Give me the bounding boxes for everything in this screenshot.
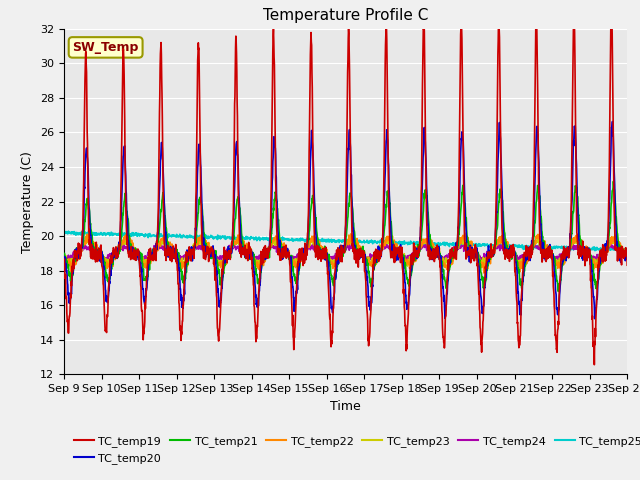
Y-axis label: Temperature (C): Temperature (C) (22, 151, 35, 252)
TC_temp25 (623, 246, 631, 252)
TC_temp21 (290, 273, 298, 278)
TC_temp19 (445, 267, 452, 273)
TC_temp23 (180, 260, 188, 265)
TC_temp24 (290, 254, 298, 260)
TC_temp19 (180, 279, 188, 285)
TC_temp20 (623, 256, 631, 262)
TC_temp23 (177, 264, 185, 270)
TC_temp21 (92, 250, 100, 256)
TC_temp19 (623, 263, 631, 268)
Line: TC_temp25: TC_temp25 (64, 231, 627, 252)
TC_temp24 (292, 256, 300, 262)
TC_temp23 (291, 258, 298, 264)
TC_temp20 (92, 246, 100, 252)
TC_temp22 (445, 261, 452, 267)
TC_temp25 (180, 233, 188, 239)
TC_temp23 (445, 258, 452, 264)
TC_temp22 (480, 270, 488, 276)
TC_temp22 (60, 258, 68, 264)
TC_temp20 (609, 119, 616, 124)
TC_temp24 (445, 251, 452, 257)
TC_temp23 (92, 246, 100, 252)
TC_temp20 (60, 254, 68, 260)
Line: TC_temp22: TC_temp22 (64, 233, 627, 273)
TC_temp24 (271, 245, 278, 251)
Line: TC_temp21: TC_temp21 (64, 181, 627, 291)
TC_temp20 (292, 290, 300, 296)
TC_temp21 (609, 179, 617, 184)
Line: TC_temp23: TC_temp23 (64, 237, 627, 267)
TC_temp20 (271, 142, 278, 148)
TC_temp23 (293, 257, 301, 263)
Line: TC_temp19: TC_temp19 (64, 7, 627, 365)
TC_temp20 (445, 268, 452, 274)
TC_temp25 (93, 230, 100, 236)
TC_temp22 (623, 256, 631, 262)
TC_temp22 (290, 262, 298, 267)
TC_temp24 (623, 255, 631, 261)
TC_temp25 (445, 241, 452, 247)
TC_temp21 (623, 256, 631, 262)
TC_temp23 (60, 257, 68, 263)
TC_temp25 (291, 237, 298, 243)
TC_temp24 (591, 259, 598, 265)
TC_temp22 (180, 263, 188, 268)
TC_temp22 (271, 236, 278, 241)
TC_temp25 (60, 230, 68, 236)
TC_temp24 (180, 255, 188, 261)
X-axis label: Time: Time (330, 400, 361, 413)
TC_temp19 (290, 347, 298, 352)
Line: TC_temp20: TC_temp20 (64, 121, 627, 319)
TC_temp23 (271, 242, 279, 248)
TC_temp25 (293, 237, 301, 242)
Title: Temperature Profile C: Temperature Profile C (263, 9, 428, 24)
TC_temp19 (271, 93, 278, 98)
TC_temp20 (180, 287, 188, 292)
TC_temp19 (608, 4, 616, 10)
TC_temp24 (311, 241, 319, 247)
TC_temp23 (623, 256, 631, 262)
TC_temp21 (180, 278, 188, 284)
TC_temp23 (610, 234, 618, 240)
TC_temp19 (92, 240, 100, 245)
TC_temp25 (619, 249, 627, 255)
TC_temp21 (292, 277, 300, 283)
TC_temp25 (65, 228, 72, 234)
TC_temp20 (290, 295, 298, 300)
TC_temp22 (461, 230, 469, 236)
TC_temp19 (60, 263, 68, 268)
TC_temp19 (292, 285, 300, 291)
TC_temp24 (60, 253, 68, 259)
TC_temp22 (92, 245, 100, 251)
Line: TC_temp24: TC_temp24 (64, 244, 627, 262)
TC_temp21 (60, 252, 68, 258)
TC_temp21 (445, 270, 452, 276)
TC_temp22 (292, 263, 300, 268)
TC_temp21 (554, 288, 562, 294)
TC_temp24 (92, 251, 100, 257)
TC_temp20 (591, 316, 598, 322)
TC_temp25 (271, 234, 279, 240)
Text: SW_Temp: SW_Temp (72, 41, 139, 54)
Legend: TC_temp19, TC_temp20, TC_temp21, TC_temp22, TC_temp23, TC_temp24, TC_temp25: TC_temp19, TC_temp20, TC_temp21, TC_temp… (70, 432, 640, 468)
TC_temp21 (271, 198, 278, 204)
TC_temp19 (591, 362, 598, 368)
